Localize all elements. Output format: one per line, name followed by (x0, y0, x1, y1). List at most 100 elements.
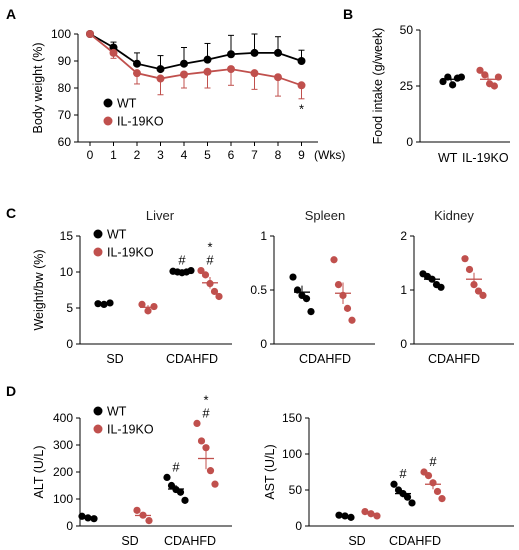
panel-label-d: D (6, 383, 16, 399)
a-series-wt-point (180, 59, 188, 68)
d2-annotation: # (399, 466, 407, 481)
a-series-wt-point (297, 57, 306, 65)
a-series-wt-point (250, 48, 259, 57)
c1-x-group-label: SD (106, 352, 123, 366)
legend-a-ko-marker (103, 116, 113, 126)
a-series-ko-point (250, 69, 259, 78)
b-series-ko-point (490, 82, 498, 90)
legend-c-wt-marker (93, 229, 103, 239)
panel-label-a: A (6, 6, 16, 22)
c2-series-ko-point (343, 304, 352, 312)
c1-y-tick-label: 10 (60, 265, 74, 279)
legend-d-wt-marker (93, 406, 103, 416)
b-series-wt-point (449, 81, 457, 89)
d2-series-wt-point (335, 511, 343, 519)
a-series-ko-point (133, 69, 141, 78)
d1-y-axis-label: ALT (U/L) (32, 445, 46, 498)
c2-y-tick-label: 1 (260, 229, 267, 243)
c1-series-wt-point (106, 299, 114, 307)
b-y-axis-label: Food intake (g/week) (371, 28, 385, 145)
a-series-wt-point (203, 55, 212, 64)
d2-x-group-label: CDAHFD (389, 534, 441, 548)
c1-y-tick-label: 15 (60, 229, 74, 243)
a-series-ko-point (297, 81, 306, 90)
c1-series-ko-point (150, 302, 158, 311)
d1-series-ko-point (206, 467, 215, 475)
c3-series-wt-point (437, 283, 445, 291)
d1-y-tick-label: 100 (53, 492, 73, 506)
a-series-ko-point (86, 30, 94, 38)
a-x-tick-label: 0 (87, 148, 94, 162)
d2-series-ko-point (424, 472, 433, 480)
chart-kidney: 0 1 2 CDAHFD Kidney (400, 208, 514, 366)
d2-series-wt-point (347, 513, 355, 521)
d1-series-ko-point (145, 517, 153, 525)
d1-x-group-label: CDAHFD (164, 534, 216, 548)
a-series-ko-point (156, 74, 165, 83)
d1-y-tick-label: 300 (53, 438, 73, 452)
c3-series-ko-point (479, 291, 487, 299)
a-x-tick-label: 1 (110, 148, 117, 162)
a-y-axis-label: Body weight (%) (31, 42, 45, 133)
b-series-ko-point (481, 71, 489, 79)
c1-y-tick-label: 5 (66, 301, 73, 315)
c2-series-ko-point (334, 281, 343, 289)
d1-series-wt-point (90, 515, 98, 523)
a-series-wt-line (89, 33, 302, 71)
a-x-tick-label: 9 (298, 148, 305, 162)
d2-y-tick-label: 100 (282, 447, 302, 461)
panel-label-c: C (6, 205, 16, 221)
d2-series-wt-point (408, 499, 416, 507)
c2-series-ko-point (348, 316, 356, 324)
d1-annotation: * (203, 392, 208, 407)
d1-series-wt-point (176, 488, 185, 496)
chart-body-weight: 60 70 80 90 100 Body weight (%) 0 1 2 3 4 5 6 7 8 9 (Wks… (31, 27, 345, 162)
a-series-wt-point (227, 50, 235, 59)
a-series-ko-point (227, 65, 235, 74)
c1-y-axis-label: Weight/bw (%) (32, 249, 46, 330)
b-x-category-label: WT (438, 151, 458, 165)
d1-series-wt-point (163, 473, 171, 481)
legend-d: WT IL-19KO (93, 405, 154, 437)
c3-series-ko-point (465, 265, 474, 274)
a-series-wt-point (156, 65, 165, 74)
b-y-tick-label: 25 (400, 79, 414, 93)
a-y-tick-label: 70 (58, 108, 72, 122)
c1-series-ko-point (138, 300, 146, 308)
panel-label-b: B (343, 6, 353, 22)
d1-series-ko-point (211, 480, 219, 488)
c3-y-tick-label: 0 (400, 337, 407, 351)
a-series-wt-point (133, 59, 141, 68)
c2-series-wt-point (302, 295, 311, 303)
a-series-ko-point (180, 70, 188, 79)
legend-a: WT IL-19KO (103, 97, 164, 129)
c1-series-ko-point (215, 292, 223, 301)
c3-title: Kidney (434, 208, 474, 223)
d2-series-ko-point (433, 487, 442, 496)
c1-series-wt-point (187, 266, 195, 275)
a-x-tick-label: 7 (251, 148, 258, 162)
c2-x-group-label: CDAHFD (299, 352, 351, 366)
c3-y-tick-label: 1 (400, 283, 407, 297)
a-series-wt-point (274, 48, 282, 57)
d1-y-tick-label: 200 (53, 465, 73, 479)
c1-annotation: # (206, 253, 214, 268)
a-x-unit-label: (Wks) (314, 148, 345, 162)
c2-y-tick-label: 0 (260, 337, 267, 351)
a-series-ko-line (89, 33, 302, 87)
d2-y-tick-label: 50 (289, 483, 303, 497)
d1-y-tick-label: 400 (53, 411, 73, 425)
d1-annotation: # (172, 459, 180, 474)
d2-y-axis-label: AST (U/L) (263, 444, 277, 499)
d2-series-ko-point (438, 495, 446, 503)
legend-c: WT IL-19KO (93, 228, 154, 260)
d2-x-group-label: SD (348, 534, 365, 548)
b-x-category-label: IL-19KO (462, 151, 509, 165)
c1-series-ko-point (201, 271, 210, 279)
d1-series-ko-point (133, 506, 141, 514)
b-y-tick-label: 50 (400, 23, 414, 37)
d1-series-wt-point (181, 496, 189, 504)
a-y-tick-label: 90 (58, 54, 72, 68)
c3-series-ko-point (461, 255, 469, 263)
d1-annotation: # (202, 405, 210, 420)
